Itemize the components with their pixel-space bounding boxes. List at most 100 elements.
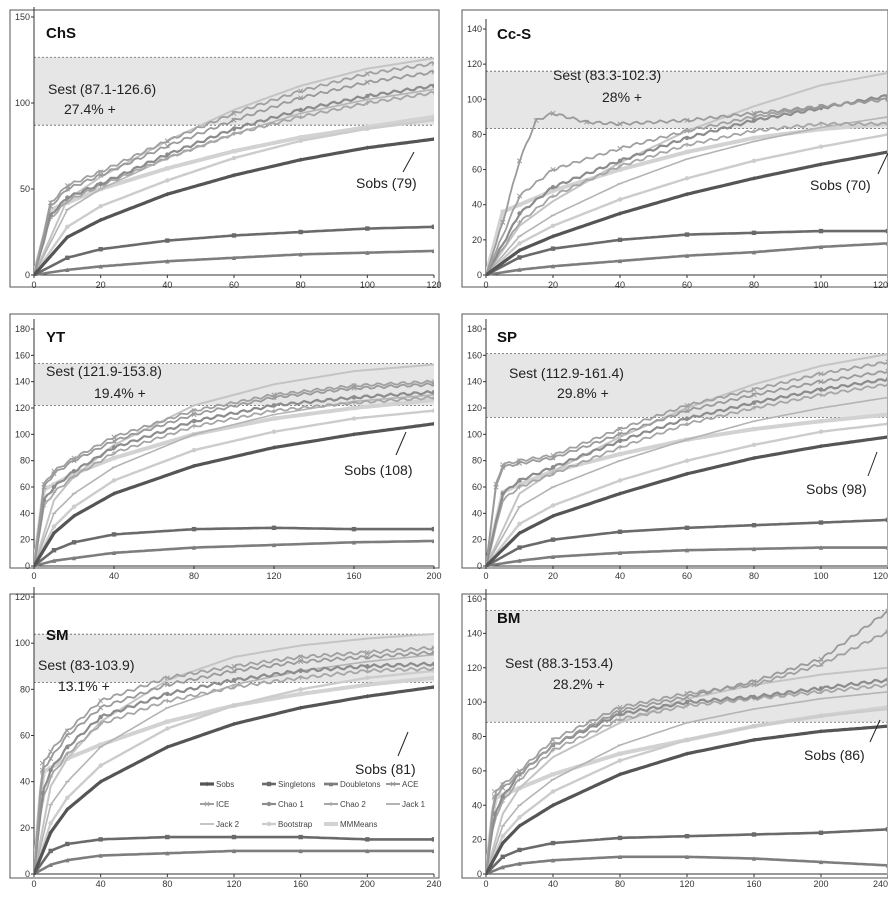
data-point-ace [684, 694, 690, 700]
data-point-bootstrap [111, 478, 117, 483]
data-point-ice [431, 645, 434, 651]
data-point-singletons [885, 228, 887, 234]
sobs-label: Sobs (81) [355, 761, 416, 777]
data-point-chao-1 [751, 694, 757, 700]
data-point-bootstrap [751, 442, 757, 448]
data-point-singletons [231, 834, 237, 840]
y-tick-label: 40 [472, 800, 482, 810]
data-point-sobs [48, 830, 53, 835]
chart-panel-sm: 0 20 40 60 80 100 120 0 40 80 120 160 200 240 SM Sest (… [9, 587, 442, 889]
data-point-ace [491, 794, 497, 800]
data-point-bootstrap [818, 713, 824, 719]
data-point-mmmeans [365, 682, 370, 687]
y-tick-label: 40 [472, 200, 482, 210]
data-point-ice [231, 110, 237, 116]
data-point-ace [500, 219, 506, 225]
sobs-label: Sobs (79) [356, 175, 417, 191]
data-point-ace [48, 203, 54, 209]
data-point-mmmeans [550, 772, 556, 777]
x-tick-label: 0 [31, 571, 36, 581]
data-point-singletons [885, 517, 887, 523]
data-point-bootstrap [65, 224, 70, 230]
data-point-chao-1 [65, 195, 70, 200]
x-tick-label: 60 [682, 280, 692, 290]
data-point-ice [885, 359, 887, 365]
data-point-ace [617, 708, 623, 714]
legend-label-chao-2: Chao 2 [340, 800, 366, 809]
x-tick-label: 120 [679, 879, 694, 889]
data-point-bootstrap [550, 789, 556, 794]
data-point-doubletons [751, 546, 757, 552]
data-point-ace [364, 654, 370, 660]
data-point-chao-2 [298, 114, 303, 119]
data-point-doubletons [298, 252, 303, 257]
data-point-ace [298, 95, 304, 101]
data-point-doubletons [271, 542, 277, 548]
data-point-doubletons [617, 258, 623, 264]
data-point-chao-2 [365, 668, 370, 674]
data-point-sobs [617, 491, 623, 496]
data-point-mmmeans [351, 405, 357, 411]
data-point-mmmeans [298, 135, 303, 140]
data-point-mmmeans [111, 455, 117, 461]
data-point-doubletons [51, 558, 57, 563]
data-point-chao-1 [98, 714, 103, 720]
data-point-bootstrap [365, 675, 370, 680]
data-point-bootstrap [431, 408, 434, 413]
data-point-sobs [617, 211, 623, 216]
data-point-ice [550, 167, 556, 173]
data-point-bootstrap [165, 726, 170, 731]
data-point-ace [550, 110, 556, 116]
panel-title: SM [46, 627, 69, 644]
data-point-sobs [71, 513, 77, 519]
band-label: Sest (121.9-153.8) [46, 363, 162, 379]
data-point-mmmeans [431, 675, 434, 680]
data-point-doubletons [617, 854, 623, 860]
data-point-ice [617, 145, 623, 152]
data-point-doubletons [231, 848, 237, 854]
data-point-ice [298, 88, 304, 94]
data-point-doubletons [517, 558, 522, 563]
panel-title: ChS [46, 25, 76, 42]
sobs-pointer [402, 151, 415, 173]
data-point-mmmeans [271, 416, 277, 421]
y-tick-label: 60 [20, 731, 30, 741]
data-point-sobs [486, 563, 489, 567]
x-tick-label: 20 [548, 571, 558, 581]
data-point-mmmeans [165, 719, 170, 724]
sobs-label: Sobs (98) [806, 481, 867, 497]
data-point-chao-1 [431, 390, 434, 395]
data-point-singletons [351, 526, 357, 532]
data-point-doubletons [751, 856, 757, 861]
data-point-bootstrap [231, 703, 237, 708]
data-point-mmmeans [431, 397, 434, 403]
data-point-ice [364, 649, 370, 655]
x-tick-label: 80 [296, 280, 306, 290]
sobs-pointer [395, 431, 407, 456]
legend-marker-sobs [204, 781, 210, 787]
sobs-pointer [877, 152, 888, 175]
x-tick-label: 200 [426, 571, 441, 581]
band-percent: 28.2% + [553, 676, 605, 692]
band-label: Sest (88.3-153.4) [505, 655, 613, 671]
data-point-sobs [550, 234, 556, 239]
y-tick-label: 120 [467, 663, 482, 673]
y-tick-label: 20 [472, 235, 482, 245]
data-point-chao-1 [885, 93, 887, 98]
data-point-ace [516, 460, 523, 466]
data-point-singletons [617, 529, 623, 534]
data-point-ice [98, 698, 104, 704]
legend-label-singletons: Singletons [278, 780, 315, 789]
data-point-doubletons [885, 865, 887, 868]
data-point-doubletons [191, 545, 197, 550]
data-point-doubletons [517, 267, 522, 272]
y-tick-label: 100 [15, 429, 30, 439]
data-point-bootstrap [751, 158, 757, 163]
data-point-singletons [751, 832, 757, 837]
y-tick-label: 0 [477, 270, 482, 280]
data-point-sobs [98, 217, 103, 223]
legend-label-ice: ICE [216, 800, 229, 809]
data-point-singletons [550, 840, 556, 846]
data-point-bootstrap [684, 737, 690, 743]
band-label: Sest (87.1-126.6) [48, 81, 156, 97]
